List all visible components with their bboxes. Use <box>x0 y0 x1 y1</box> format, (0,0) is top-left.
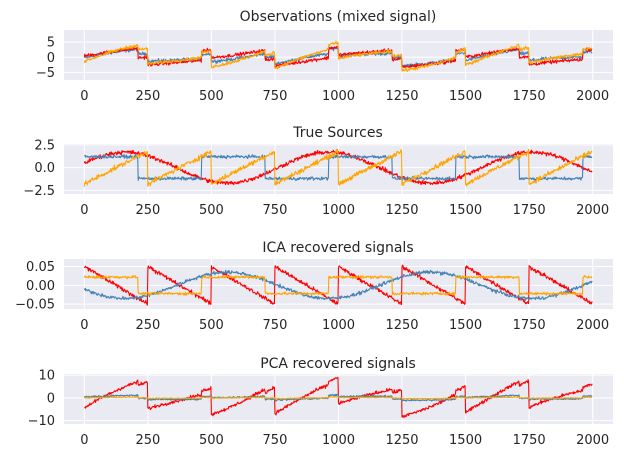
x-tick-label: 750 <box>263 318 288 333</box>
x-tick-label: 1500 <box>449 433 482 448</box>
x-tick-label: 1250 <box>385 203 418 218</box>
x-tick-label: 1500 <box>449 318 482 333</box>
y-tick-label: 0 <box>47 391 55 406</box>
x-tick-label: 1250 <box>385 318 418 333</box>
x-tick-label: 1500 <box>449 203 482 218</box>
series-line-ica-component-1 <box>83 264 593 306</box>
y-tick-label: −10 <box>28 414 55 429</box>
x-tick-label: 1750 <box>513 203 546 218</box>
y-tick-label: 2.5 <box>34 138 55 153</box>
x-tick-label: 500 <box>199 89 224 104</box>
x-tick-label: 2000 <box>576 433 609 448</box>
x-tick-label: 1250 <box>385 433 418 448</box>
subplot-observations: Observations (mixed signal) 0 250 500 750 10… <box>36 9 613 104</box>
x-tick-label: 1000 <box>322 203 355 218</box>
x-tick-label: 250 <box>135 433 160 448</box>
x-tick-label: 250 <box>135 89 160 104</box>
x-tick-label: 0 <box>80 318 88 333</box>
x-tick-label: 1000 <box>322 433 355 448</box>
series-line-ica-component-3 <box>83 274 593 296</box>
x-tick-label: 0 <box>80 89 88 104</box>
series-line-pca-component-3 <box>84 396 593 400</box>
y-tick-label: 0.00 <box>26 279 55 294</box>
x-tick-label: 2000 <box>576 89 609 104</box>
x-tick-label: 500 <box>199 203 224 218</box>
x-tick-label: 500 <box>199 433 224 448</box>
x-tick-label: 1000 <box>322 318 355 333</box>
x-tick-label: 0 <box>80 203 88 218</box>
y-tick-label: −2.5 <box>23 184 55 199</box>
x-tick-label: 1750 <box>513 433 546 448</box>
y-tick-label: 0.05 <box>26 260 55 275</box>
y-tick-label: −5 <box>36 66 55 81</box>
x-tick-label: 750 <box>263 203 288 218</box>
x-tick-label: 1500 <box>449 89 482 104</box>
x-tick-label: 1250 <box>385 89 418 104</box>
subplot-title: True Sources <box>292 125 383 141</box>
y-tick-label: 0 <box>47 51 55 66</box>
x-tick-label: 1000 <box>322 89 355 104</box>
subplot-true-sources: True Sources 0 250 500 750 1000 1250 1500 1750 2… <box>23 125 613 218</box>
series-line-ica-component-2 <box>83 269 593 301</box>
x-tick-label: 750 <box>263 433 288 448</box>
series-line-pca-component-2 <box>83 393 593 402</box>
x-tick-label: 1750 <box>513 318 546 333</box>
subplot-pca-recovered: PCA recovered signals 0 250 500 750 1000 1250… <box>28 356 613 448</box>
subplot-title: PCA recovered signals <box>260 356 416 372</box>
subplot-ica-recovered: ICA recovered signals 0 250 500 750 1000 1250… <box>15 240 613 333</box>
y-tick-label: −0.05 <box>15 298 55 313</box>
subplot-title: ICA recovered signals <box>262 240 413 256</box>
x-tick-label: 0 <box>80 433 88 448</box>
y-tick-label: 5 <box>47 36 55 51</box>
x-tick-label: 250 <box>135 203 160 218</box>
x-tick-label: 2000 <box>576 203 609 218</box>
x-tick-label: 1750 <box>513 89 546 104</box>
series-line-signal-3 <box>83 40 593 72</box>
series-line-sawtooth-source <box>83 148 593 187</box>
x-tick-label: 500 <box>199 318 224 333</box>
x-tick-label: 750 <box>263 89 288 104</box>
x-tick-label: 250 <box>135 318 160 333</box>
y-tick-label: 0.0 <box>34 161 55 176</box>
subplot-title: Observations (mixed signal) <box>240 9 437 25</box>
x-tick-label: 2000 <box>576 318 609 333</box>
y-tick-label: 10 <box>38 369 55 384</box>
series-line-pca-component-1 <box>84 376 593 419</box>
